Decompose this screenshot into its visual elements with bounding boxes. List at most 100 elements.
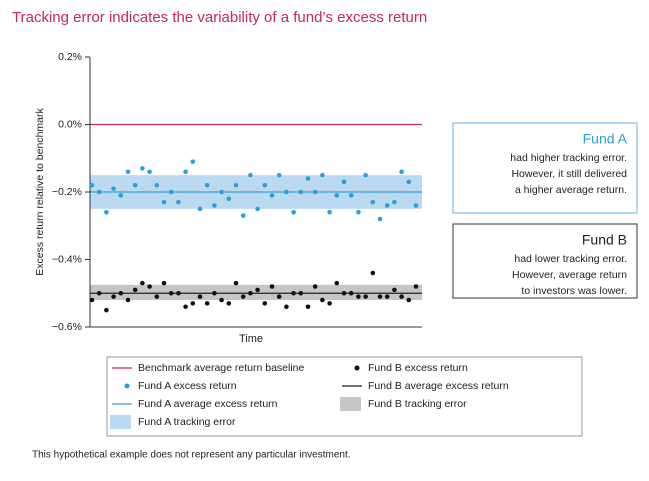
callout-text: a higher average return. — [515, 184, 627, 196]
callout-text: However, it still delivered — [511, 168, 627, 180]
legend-label: Fund A excess return — [138, 380, 237, 392]
data-point — [176, 199, 181, 205]
legend-label: Benchmark average return baseline — [138, 362, 305, 374]
data-point — [384, 203, 390, 208]
data-point — [89, 182, 95, 188]
data-point — [413, 284, 419, 289]
legend-label: Fund A average excess return — [138, 398, 278, 410]
data-point — [197, 294, 203, 299]
data-point — [132, 287, 138, 293]
legend-label: Fund B excess return — [368, 362, 468, 374]
data-point — [96, 189, 102, 195]
data-point — [233, 280, 239, 286]
data-point — [240, 294, 246, 299]
data-point — [284, 189, 289, 195]
data-point — [248, 290, 253, 296]
data-point — [348, 290, 354, 296]
data-point — [291, 209, 296, 215]
data-point — [392, 199, 397, 205]
data-point — [118, 290, 124, 296]
data-point — [312, 284, 318, 289]
data-point — [183, 169, 188, 175]
legend-marker — [354, 365, 360, 371]
data-point — [190, 159, 196, 164]
data-point — [276, 172, 282, 178]
data-point — [161, 280, 167, 286]
data-point — [240, 213, 246, 218]
data-point — [140, 166, 145, 171]
data-point — [132, 182, 138, 188]
data-point — [384, 294, 390, 299]
data-point — [291, 290, 296, 296]
data-point — [413, 203, 419, 208]
callout-text: had lower tracking error. — [514, 253, 627, 265]
data-point — [356, 294, 361, 299]
data-point — [161, 199, 167, 205]
x-axis-label: Time — [239, 333, 263, 345]
data-point — [111, 294, 116, 299]
callout-text: had higher tracking error. — [510, 152, 627, 164]
data-point — [219, 297, 224, 303]
fund-b-callout — [452, 223, 638, 299]
data-point — [154, 294, 160, 299]
legend-label: Fund B average excess return — [368, 380, 509, 392]
data-point — [298, 290, 304, 296]
data-point — [327, 209, 332, 215]
callout-title: Fund B — [582, 232, 627, 248]
data-point — [262, 182, 268, 188]
data-point — [320, 297, 325, 303]
data-point — [147, 284, 152, 289]
data-point — [284, 304, 289, 310]
data-point — [212, 203, 217, 208]
data-point — [305, 304, 311, 310]
callout-text: to investors was lower. — [521, 285, 627, 297]
data-point — [168, 189, 174, 195]
legend-box — [106, 356, 583, 437]
data-point — [212, 290, 217, 296]
data-point — [190, 301, 196, 306]
data-point — [96, 290, 102, 296]
data-point — [140, 280, 145, 286]
data-point — [255, 206, 260, 212]
data-point — [276, 294, 282, 299]
tracking-band — [90, 284, 422, 300]
data-point — [334, 280, 340, 286]
data-point — [348, 193, 354, 198]
y-tick-label: −0.2% — [52, 186, 82, 198]
data-point — [147, 169, 152, 175]
data-point — [356, 209, 361, 215]
data-point — [125, 297, 131, 303]
data-point — [341, 179, 347, 185]
data-point — [399, 294, 404, 299]
data-point — [392, 287, 397, 293]
data-point — [226, 196, 232, 202]
legend-label: Fund B tracking error — [368, 398, 467, 410]
legend-marker — [124, 383, 130, 389]
data-point — [183, 304, 188, 310]
y-tick-label: 0.0% — [58, 118, 82, 130]
data-point — [327, 301, 332, 306]
data-point — [125, 169, 131, 175]
data-point — [312, 189, 318, 195]
data-point — [104, 307, 109, 313]
data-point — [341, 290, 347, 296]
data-point — [399, 169, 404, 175]
y-axis-label: Excess return relative to benchmark — [34, 108, 46, 276]
y-tick-label: −0.6% — [52, 321, 82, 333]
data-point — [406, 297, 412, 303]
y-tick-label: −0.4% — [52, 253, 82, 265]
data-point — [226, 301, 232, 306]
data-point — [298, 189, 304, 195]
legend-swatch — [110, 415, 131, 429]
data-point — [104, 209, 109, 215]
data-point — [197, 206, 203, 212]
data-point — [377, 294, 383, 299]
fund-a-callout — [452, 122, 638, 214]
data-point — [219, 189, 224, 195]
data-point — [89, 297, 95, 303]
data-point — [204, 182, 210, 188]
data-point — [269, 193, 275, 198]
data-point — [111, 186, 116, 191]
data-point — [176, 290, 181, 296]
data-point — [377, 216, 383, 222]
